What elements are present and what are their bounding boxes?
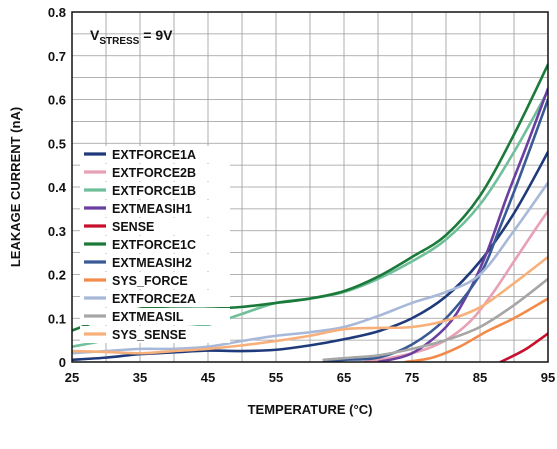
legend: EXTFORCE1A EXTFORCE2B EXTFORCE1B EXTMEASIH1… [80,146,230,343]
stress-voltage-annotation: VSTRESS = 9V [90,27,173,47]
legend-item-background [80,326,230,343]
legend-item: SYS_SENSE [80,326,230,343]
legend-item-background [80,146,230,163]
legend-item: EXTFORCE2A [80,290,230,307]
legend-item-background [80,236,230,253]
series-line-extmeasih2 [322,98,548,362]
legend-label: EXTFORCE2A [112,292,196,306]
legend-item-background [80,308,230,325]
annotation-main: V [90,27,100,43]
y-tick-label: 0.1 [48,311,66,326]
legend-item: EXTMEASIL [80,308,230,325]
x-tick-label: 75 [405,370,419,385]
x-tick-label: 65 [337,370,351,385]
legend-item: EXTMEASIH1 [80,200,230,217]
x-axis-ticks: 25 35 45 55 65 75 85 95 [65,370,555,385]
series-line-sys-force [403,297,548,362]
legend-item: EXTFORCE1A [80,146,230,163]
annotation-rest: = 9V [139,27,173,43]
legend-item-background [80,218,230,235]
y-axis-label: LEAKAGE CURRENT (nA) [8,107,23,267]
series-line-sys-sense [72,255,548,355]
y-tick-label: 0.6 [48,93,66,108]
legend-label: SENSE [112,220,154,234]
series-line-extforce2a [72,181,548,355]
plot-frame [71,11,549,363]
legend-label: EXTFORCE1A [112,148,196,162]
legend-item: EXTMEASIH2 [80,254,230,271]
x-tick-label: 55 [269,370,283,385]
y-tick-label: 0.8 [48,5,66,20]
annotation-sub: STRESS [99,36,139,47]
x-tick-label: 45 [201,370,215,385]
series-layer [72,63,548,362]
x-tick-label: 85 [473,370,487,385]
legend-label: SYS_SENSE [112,328,186,342]
legend-item: SYS_FORCE [80,272,230,289]
legend-label: EXTFORCE1B [112,184,196,198]
legend-item-background [80,200,230,217]
x-tick-label: 95 [541,370,555,385]
series-line-sense [499,332,548,362]
y-tick-label: 0.3 [48,224,66,239]
legend-item-background [80,290,230,307]
legend-item-background [80,164,230,181]
legend-label: EXTMEASIH1 [112,202,192,216]
y-tick-label: 0.7 [48,49,66,64]
x-axis-label: TEMPERATURE (°C) [248,402,373,417]
legend-item: EXTFORCE1C [80,236,230,253]
legend-item: EXTFORCE1B [80,182,230,199]
series-line-extforce1c [72,63,548,332]
y-tick-label: 0.2 [48,268,66,283]
y-axis-ticks: 0 0.1 0.2 0.3 0.4 0.5 0.6 0.7 0.8 [48,5,67,370]
legend-item-background [80,182,230,199]
legend-item: EXTFORCE2B [80,164,230,181]
legend-item: SENSE [80,218,230,235]
legend-label: EXTFORCE2B [112,166,196,180]
x-tick-label: 25 [65,370,79,385]
y-tick-label: 0.5 [48,136,66,151]
legend-label: EXTMEASIH2 [112,256,192,270]
legend-label: EXTFORCE1C [112,238,196,252]
legend-label: SYS_FORCE [112,274,188,288]
legend-item-background [80,272,230,289]
legend-item-background [80,254,230,271]
series-line-extmeasil [322,277,548,362]
y-tick-label: 0 [59,355,66,370]
legend-label: EXTMEASIL [112,310,184,324]
y-tick-label: 0.4 [48,180,67,195]
x-tick-label: 35 [133,370,147,385]
